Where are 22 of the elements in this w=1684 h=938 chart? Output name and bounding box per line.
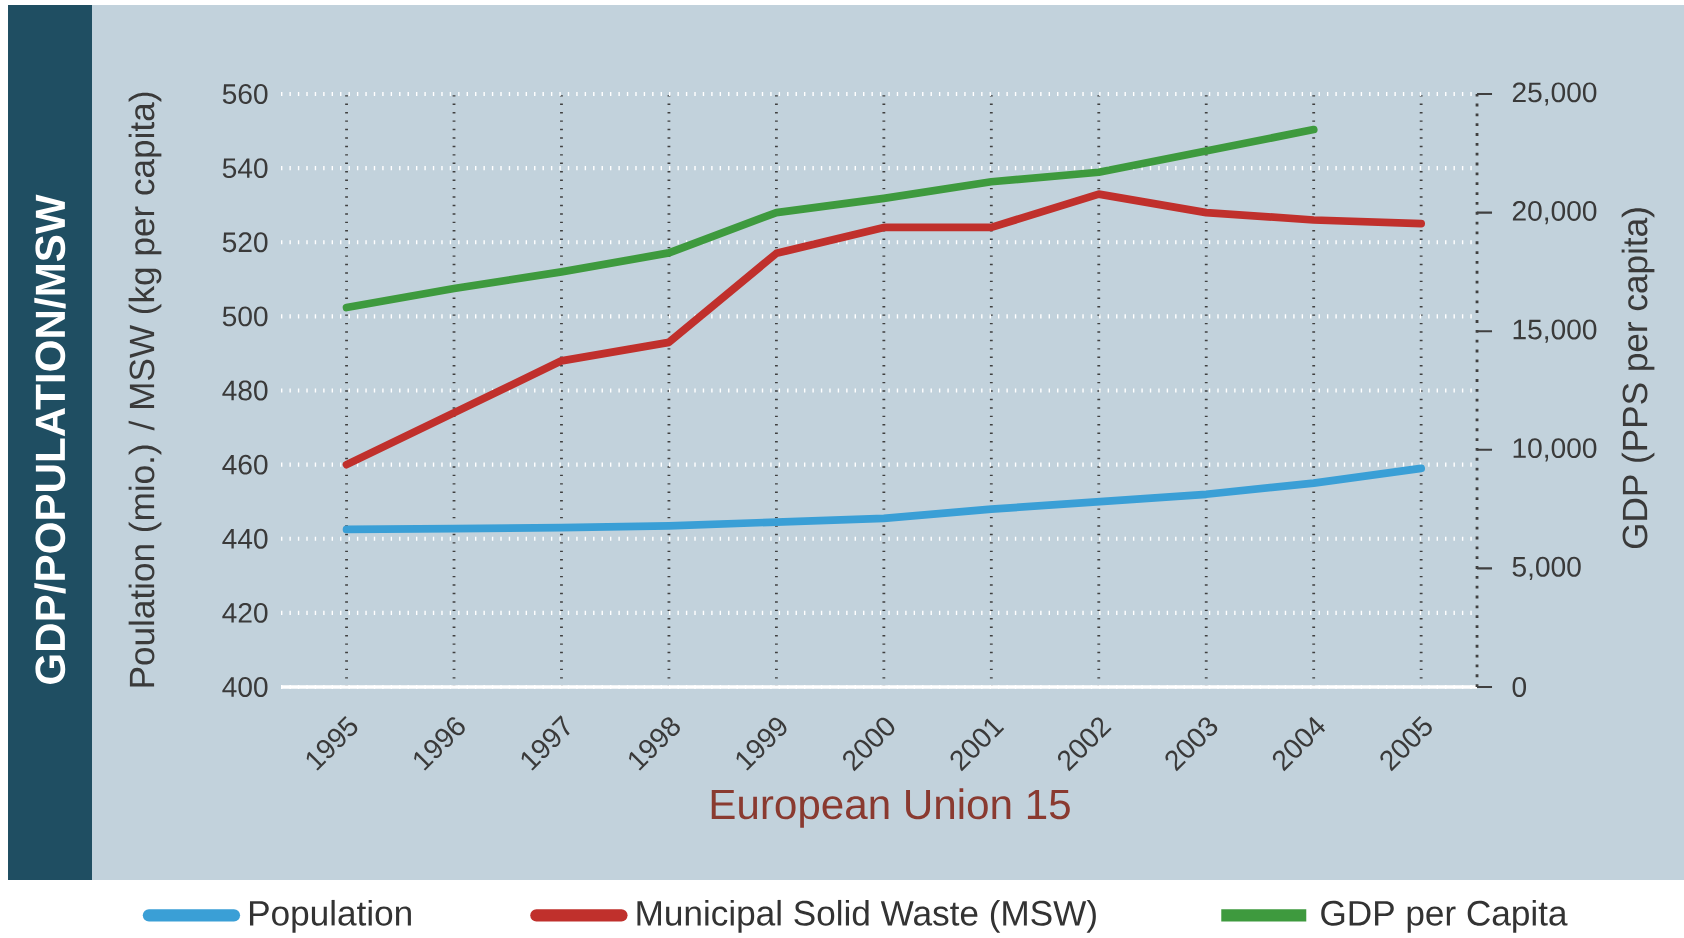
y-axis-title: Poulation (mio.) / MSW (kg per capita) (128, 92, 162, 687)
y2-tick-label: 10,000 (1513, 438, 1597, 462)
y-tick-label: 440 (222, 528, 268, 549)
y-tick-label: 420 (222, 602, 268, 623)
x-axis-title: European Union 15 (711, 788, 1070, 828)
y-tick-label: 520 (222, 232, 268, 253)
y2-tick-label: 5,000 (1512, 556, 1581, 580)
legend-label: Municipal Solid Waste (MSW) (637, 899, 1096, 933)
y2-axis-title: GDP (PPS per capita) (1621, 208, 1655, 549)
y2-tick-label: 0 (1512, 677, 1527, 697)
y-tick-label: 480 (222, 380, 268, 401)
text: GDP/POPULATION/MSW (34, 194, 66, 684)
y-tick-label: 500 (222, 306, 268, 327)
y2-tick-label: 20,000 (1512, 200, 1597, 225)
y2-tick-label: 25,000 (1512, 82, 1597, 106)
y-tick-label: 540 (222, 158, 268, 179)
legend-label: Population (250, 899, 411, 933)
y2-tick-label: 15,000 (1513, 319, 1597, 343)
y-tick-label: 560 (222, 84, 268, 104)
legend-label: GDP per Capita (1321, 899, 1568, 933)
y-tick-label: 400 (222, 677, 268, 697)
y-tick-label: 460 (222, 454, 268, 475)
